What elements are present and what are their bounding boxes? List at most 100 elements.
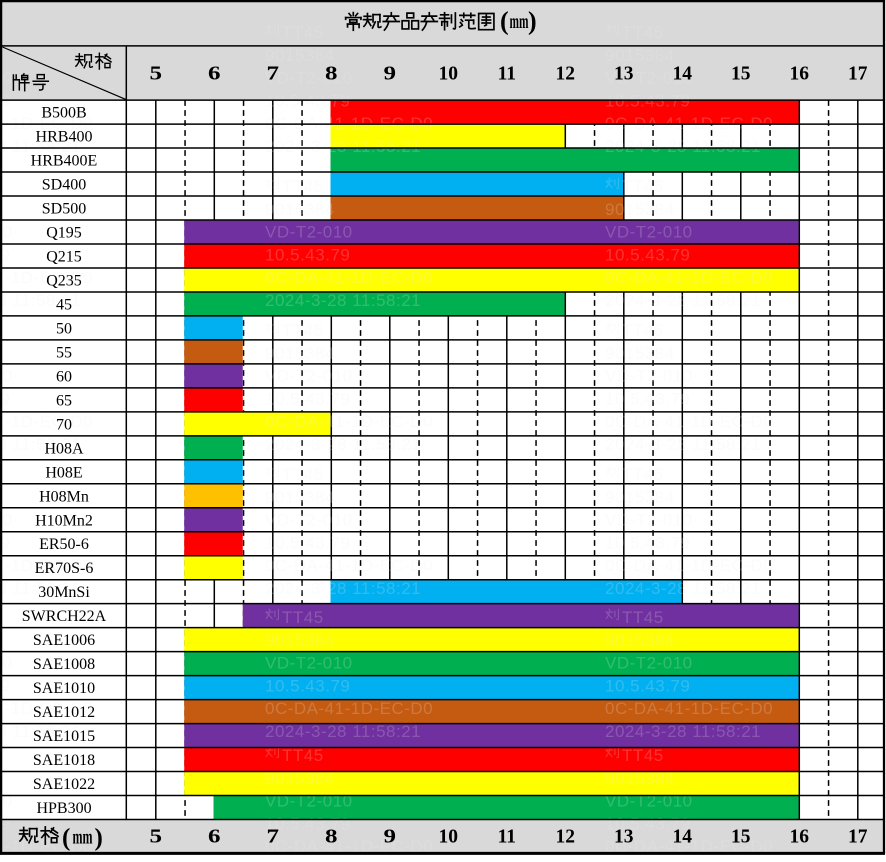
svg-text:0C-DA-41-1D-EC-D0: 0C-DA-41-1D-EC-D0: [0, 837, 93, 856]
svg-text:10.5.43.79: 10.5.43.79: [605, 533, 690, 552]
svg-text:ER70S-6: ER70S-6: [35, 560, 94, 577]
svg-text:17: 17: [848, 827, 868, 848]
svg-text:9015384: 9015384: [265, 769, 335, 788]
svg-text:0C-DA-41-1D-EC-D0: 0C-DA-41-1D-EC-D0: [0, 699, 93, 718]
svg-text:VD-T2-010: VD-T2-010: [605, 69, 693, 88]
svg-text:TT45: TT45: [282, 177, 324, 196]
svg-text:SD500: SD500: [42, 201, 86, 218]
svg-text:H08Mn: H08Mn: [39, 488, 89, 505]
svg-text:H10Mn2: H10Mn2: [35, 512, 93, 529]
svg-text:0C-DA-41-1D-EC-D0: 0C-DA-41-1D-EC-D0: [265, 268, 433, 287]
svg-text:10.5.43.79: 10.5.43.79: [265, 676, 350, 695]
svg-text:TT45: TT45: [282, 23, 324, 42]
svg-text:9015384: 9015384: [605, 344, 675, 363]
svg-text:2024-3-28 11:58:21: 2024-3-28 11:58:21: [605, 435, 761, 454]
svg-text:(: (: [62, 824, 70, 851]
svg-text:2024-3-28 11:58:21: 2024-3-28 11:58:21: [605, 137, 761, 156]
svg-text:VD-T2-010: VD-T2-010: [0, 69, 13, 88]
svg-text:): ): [528, 6, 537, 35]
svg-text:SD400: SD400: [42, 177, 86, 194]
svg-text:10.5.43.79: 10.5.43.79: [605, 389, 690, 408]
svg-text:10: 10: [439, 64, 459, 85]
svg-text:): ): [95, 824, 103, 851]
svg-text:TT45: TT45: [622, 23, 664, 42]
svg-text:VD-T2-010: VD-T2-010: [605, 792, 693, 811]
svg-text:ER50-6: ER50-6: [39, 536, 89, 553]
svg-text:9015384: 9015384: [605, 769, 675, 788]
svg-text:11: 11: [498, 64, 516, 85]
svg-text:17: 17: [848, 64, 868, 85]
svg-text:SAE1006: SAE1006: [33, 632, 95, 649]
svg-text:VD-T2-010: VD-T2-010: [605, 511, 693, 530]
svg-text:VD-T2-010: VD-T2-010: [605, 367, 693, 386]
svg-text:6: 6: [208, 827, 221, 848]
svg-text:0C-DA-41-1D-EC-D0: 0C-DA-41-1D-EC-D0: [0, 556, 93, 575]
svg-text:11: 11: [498, 827, 516, 848]
svg-text:VD-T2-010: VD-T2-010: [265, 367, 353, 386]
svg-text:2024-3-28 11:58:21: 2024-3-28 11:58:21: [0, 291, 81, 310]
svg-text:2024-3-28 11:58:21: 2024-3-28 11:58:21: [265, 137, 421, 156]
svg-text:9015384: 9015384: [605, 200, 675, 219]
svg-text:70: 70: [56, 416, 72, 433]
svg-text:0C-DA-41-1D-EC-D0: 0C-DA-41-1D-EC-D0: [265, 699, 433, 718]
svg-text:9: 9: [384, 64, 397, 85]
svg-text:TT45: TT45: [622, 177, 664, 196]
svg-text:B500B: B500B: [41, 105, 86, 122]
svg-text:10.5.43.79: 10.5.43.79: [0, 389, 10, 408]
svg-text:10.5.43.79: 10.5.43.79: [265, 245, 350, 264]
svg-text:9015384: 9015384: [265, 200, 335, 219]
svg-text:VD-T2-010: VD-T2-010: [0, 223, 13, 242]
svg-text:0C-DA-41-1D-EC-D0: 0C-DA-41-1D-EC-D0: [0, 268, 93, 287]
svg-text:9015384: 9015384: [265, 631, 335, 650]
svg-text:HPB300: HPB300: [36, 800, 91, 817]
svg-text:16: 16: [790, 827, 810, 848]
svg-text:60: 60: [56, 368, 72, 385]
svg-text:15: 15: [731, 827, 751, 848]
svg-text:10.5.43.79: 10.5.43.79: [265, 91, 350, 110]
svg-text:SWRCH22A: SWRCH22A: [22, 608, 107, 625]
svg-text:9015384: 9015384: [605, 488, 675, 507]
svg-text:0C-DA-41-1D-EC-D0: 0C-DA-41-1D-EC-D0: [605, 837, 773, 856]
svg-text:0C-DA-41-1D-EC-D0: 0C-DA-41-1D-EC-D0: [0, 412, 93, 431]
svg-text:H08E: H08E: [45, 464, 82, 481]
svg-text:14: 14: [673, 827, 693, 848]
svg-text:2024-3-28 11:58:21: 2024-3-28 11:58:21: [265, 435, 421, 454]
svg-text:VD-T2-010: VD-T2-010: [265, 223, 353, 242]
svg-text:VD-T2-010: VD-T2-010: [265, 69, 353, 88]
svg-text:16: 16: [790, 64, 810, 85]
svg-text:2024-3-28 11:58:21: 2024-3-28 11:58:21: [605, 722, 761, 741]
svg-text:mm: mm: [73, 826, 93, 848]
svg-text:TT45: TT45: [622, 746, 664, 765]
svg-text:7: 7: [267, 827, 280, 848]
svg-text:SAE1022: SAE1022: [33, 776, 95, 793]
svg-text:14: 14: [673, 64, 693, 85]
svg-text:8: 8: [325, 827, 338, 848]
svg-text:10.5.43.79: 10.5.43.79: [0, 91, 10, 110]
svg-text:10.5.43.79: 10.5.43.79: [0, 814, 10, 833]
svg-text:0C-DA-41-1D-EC-D0: 0C-DA-41-1D-EC-D0: [605, 268, 773, 287]
svg-text:13: 13: [614, 827, 634, 848]
svg-text:TT45: TT45: [282, 321, 324, 340]
svg-text:VD-T2-010: VD-T2-010: [605, 654, 693, 673]
svg-text:VD-T2-010: VD-T2-010: [0, 792, 13, 811]
svg-text:0C-DA-41-1D-EC-D0: 0C-DA-41-1D-EC-D0: [265, 837, 433, 856]
svg-text:TT45: TT45: [282, 746, 324, 765]
svg-text:12: 12: [556, 827, 576, 848]
svg-text:2024-3-28 11:58:21: 2024-3-28 11:58:21: [265, 722, 421, 741]
svg-text:SAE1015: SAE1015: [33, 728, 95, 745]
svg-text:10: 10: [439, 827, 459, 848]
svg-text:VD-T2-010: VD-T2-010: [0, 511, 13, 530]
svg-text:Q235: Q235: [46, 273, 82, 290]
svg-text:VD-T2-010: VD-T2-010: [265, 792, 353, 811]
svg-text:5: 5: [150, 64, 163, 85]
svg-text:VD-T2-010: VD-T2-010: [0, 654, 13, 673]
svg-text:2024-3-28 11:58:21: 2024-3-28 11:58:21: [0, 137, 81, 156]
svg-text:SAE1008: SAE1008: [33, 656, 95, 673]
svg-text:9: 9: [384, 827, 397, 848]
svg-text:0C-DA-41-1D-EC-D0: 0C-DA-41-1D-EC-D0: [605, 412, 773, 431]
svg-text:VD-T2-010: VD-T2-010: [0, 367, 13, 386]
svg-text:2024-3-28 11:58:21: 2024-3-28 11:58:21: [265, 579, 421, 598]
svg-text:SAE1012: SAE1012: [33, 704, 95, 721]
svg-text:9015384: 9015384: [605, 46, 675, 65]
svg-text:HRB400: HRB400: [36, 129, 93, 146]
